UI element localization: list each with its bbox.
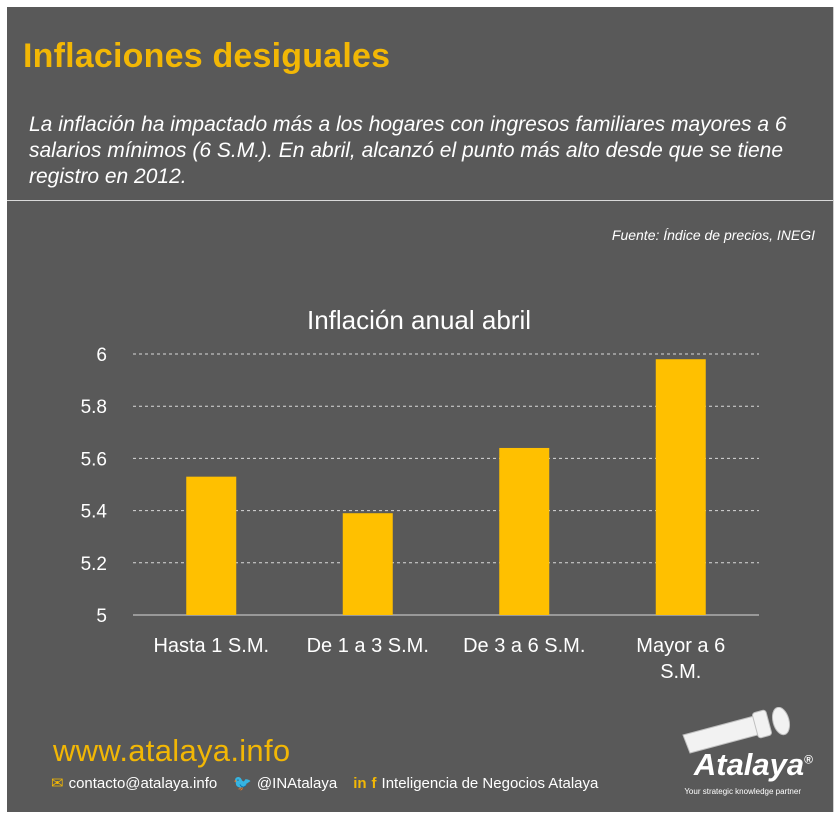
chart-title: Inflación anual abril — [307, 305, 531, 335]
bar — [655, 359, 706, 615]
twitter-handle[interactable]: @INAtalaya — [256, 774, 338, 792]
website-link[interactable]: www.atalaya.info — [53, 733, 291, 768]
source-note: Fuente: Índice de precios, INEGI — [611, 227, 815, 243]
y-tick-label: 5.6 — [81, 449, 107, 470]
bar — [186, 476, 237, 615]
x-tick-label: S.M. — [660, 661, 701, 683]
x-tick-labels: Hasta 1 S.M. De 1 a 3 S.M. De 3 a 6 S.M. Ma… — [153, 635, 725, 683]
gridlines — [133, 353, 759, 616]
email-link[interactable]: contacto@atalaya.info — [68, 774, 218, 792]
divider — [7, 200, 833, 201]
y-tick-label: 5.8 — [81, 397, 107, 418]
bar — [499, 447, 550, 615]
y-tick-label: 5.4 — [81, 502, 108, 523]
y-tick-labels: 5 5.2 5.4 5.6 5.8 6 — [81, 345, 108, 627]
bars — [186, 359, 706, 615]
subtitle: La inflación ha impactado más a los hoga… — [29, 113, 787, 188]
x-tick-label: Hasta 1 S.M. — [153, 635, 269, 657]
envelope-icon: ✉ — [51, 775, 64, 792]
facebook-icon: f — [371, 774, 377, 792]
bar-chart: Inflación anual abril 5 5.2 5.4 5.6 5.8 6 Has… — [81, 305, 759, 683]
x-tick-label: De 3 a 6 S.M. — [463, 635, 585, 657]
page-title: Inflaciones desiguales — [23, 37, 391, 75]
telescope-icon — [682, 707, 791, 754]
linkedin-icon: in — [353, 774, 367, 792]
y-tick-label: 5.2 — [81, 554, 107, 575]
y-tick-label: 6 — [96, 345, 107, 366]
contact-bar: ✉ contacto@atalaya.info 🐦 @INAtalaya in … — [51, 774, 599, 793]
x-tick-label: Mayor a 6 — [636, 635, 725, 657]
logo-tagline: Your strategic knowledge partner — [684, 787, 801, 796]
social-name[interactable]: Inteligencia de Negocios Atalaya — [381, 774, 599, 792]
logo: Atalaya® — [693, 747, 813, 782]
infographic-panel: Inflaciones desiguales La inflación ha i… — [7, 7, 834, 812]
x-tick-label: De 1 a 3 S.M. — [307, 635, 429, 657]
twitter-icon: 🐦 — [233, 775, 252, 792]
y-tick-label: 5 — [96, 606, 107, 627]
bar — [342, 513, 393, 615]
